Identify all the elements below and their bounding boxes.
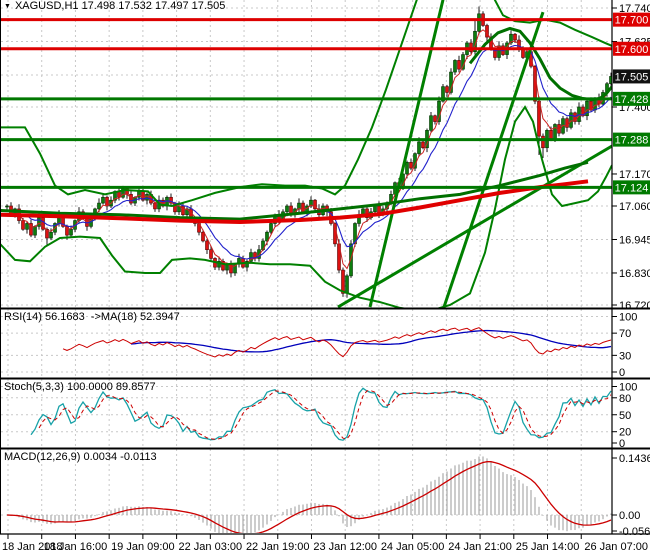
price-badge-17.288: 17.288 — [613, 132, 650, 147]
ma-green-slow — [1, 160, 589, 221]
date-label: 18 Jan 16:00 — [44, 541, 108, 553]
svg-text:17.124: 17.124 — [615, 182, 649, 194]
symbol-ohlc-text: XAGUSD,H1 17.498 17.532 17.497 17.505 — [14, 0, 226, 12]
svg-text:17.428: 17.428 — [615, 94, 649, 106]
svg-text:20: 20 — [619, 427, 631, 439]
bollinger-lower — [1, 105, 612, 308]
bollinger-upper-left — [1, 0, 418, 208]
date-label: 24 Jan 21:00 — [448, 541, 512, 553]
date-label: 22 Jan 19:00 — [246, 541, 310, 553]
chart-menu-icon[interactable]: ▼ — [4, 2, 11, 10]
main-chart-layer — [1, 0, 612, 308]
price-badge-17.428: 17.428 — [613, 91, 650, 106]
rsi-indicator-label: RSI(14) 56.1683 ->MA(18) 52.3947 — [4, 311, 180, 323]
svg-text:0: 0 — [619, 438, 625, 450]
svg-text:17.740: 17.740 — [619, 3, 650, 15]
trendline-rising — [337, 144, 612, 308]
svg-text:70: 70 — [619, 328, 631, 340]
trendline-steep-1 — [368, 0, 445, 308]
svg-text:17.505: 17.505 — [615, 71, 649, 83]
macd-indicator-label: MACD(12,26,9) 0.0034 -0.0113 — [4, 451, 157, 463]
svg-text:100: 100 — [619, 382, 637, 394]
date-label: 19 Jan 09:00 — [111, 541, 175, 553]
stochastic-indicator-label: Stoch(5,3,3) 100.0000 89.8577 — [4, 381, 156, 393]
rsi-layer — [1, 309, 612, 377]
date-label: 22 Jan 03:00 — [179, 541, 243, 553]
macd-layer — [1, 449, 612, 533]
svg-text:-0.0569: -0.0569 — [619, 526, 650, 538]
price-badge-17.600: 17.600 — [613, 41, 650, 56]
date-label: 23 Jan 12:00 — [313, 541, 377, 553]
svg-text:17.060: 17.060 — [619, 201, 650, 213]
svg-text:17.700: 17.700 — [615, 15, 649, 27]
date-label: 18 Jan 2018 — [2, 541, 63, 553]
date-label: 26 Jan 07:00 — [584, 541, 648, 553]
svg-text:80: 80 — [619, 393, 631, 405]
price-badge-17.124: 17.124 — [613, 180, 650, 195]
svg-text:0.00: 0.00 — [619, 510, 640, 522]
date-label: 25 Jan 14:00 — [516, 541, 580, 553]
date-label: 24 Jan 05:00 — [381, 541, 445, 553]
svg-text:0: 0 — [619, 367, 625, 379]
svg-text:17.170: 17.170 — [619, 169, 650, 181]
chart-header: ▼ XAGUSD,H1 17.498 17.532 17.497 17.505 — [4, 0, 225, 12]
svg-text:50: 50 — [619, 410, 631, 422]
ma-green-fast-descending — [468, 26, 612, 102]
price-badge-17.505: 17.505 — [613, 69, 650, 84]
svg-text:17.288: 17.288 — [615, 135, 649, 147]
svg-text:17.600: 17.600 — [615, 44, 649, 56]
svg-text:100: 100 — [619, 312, 637, 324]
svg-text:16.945: 16.945 — [619, 234, 650, 246]
svg-text:0.1436: 0.1436 — [619, 453, 650, 465]
svg-text:16.720: 16.720 — [619, 300, 650, 312]
svg-text:16.830: 16.830 — [619, 268, 650, 280]
trendline-steep-2 — [442, 11, 545, 308]
stoch-layer — [1, 379, 612, 447]
price-badge-17.700: 17.700 — [613, 12, 650, 27]
svg-text:30: 30 — [619, 350, 631, 362]
